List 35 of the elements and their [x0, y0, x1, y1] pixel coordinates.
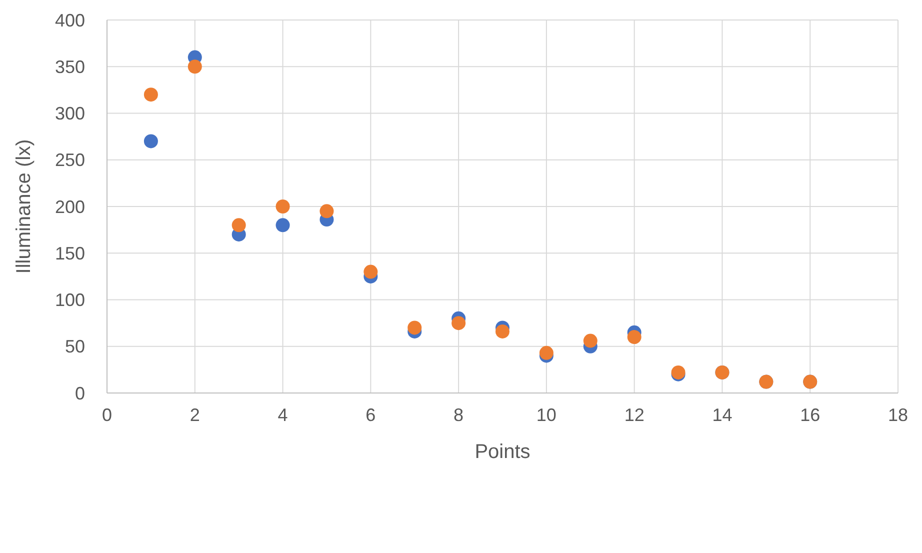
y-axis-title: Illuminance (lx)	[13, 139, 35, 274]
x-tick-label: 8	[454, 405, 464, 425]
y-tick-label: 250	[54, 150, 85, 170]
y-tick-label: 300	[54, 104, 85, 124]
x-tick-label: 6	[366, 405, 376, 425]
y-tick-label: 50	[64, 336, 85, 357]
point	[496, 324, 510, 338]
y-tick-label: 400	[54, 10, 85, 30]
point	[144, 88, 158, 102]
point	[320, 204, 334, 218]
point	[539, 346, 554, 360]
x-tick-label: 10	[536, 405, 556, 425]
point	[583, 334, 598, 348]
point	[276, 218, 290, 232]
point	[144, 134, 158, 148]
x-tick-label: 14	[712, 405, 732, 425]
x-tick-label: 12	[624, 405, 644, 425]
x-tick-label: 18	[888, 405, 908, 425]
y-tick-label: 0	[74, 383, 85, 404]
point	[188, 60, 202, 74]
point	[232, 218, 246, 232]
x-tick-label: 0	[102, 405, 112, 425]
x-tick-label: 2	[190, 405, 200, 425]
point	[364, 264, 378, 279]
x-tick-label: 4	[278, 405, 288, 425]
point	[276, 200, 290, 214]
point	[452, 316, 466, 330]
point	[408, 320, 422, 335]
x-axis-title: Points	[474, 441, 530, 463]
y-tick-label: 200	[54, 196, 85, 217]
y-tick-label: 100	[54, 290, 85, 310]
x-tick-label: 16	[800, 405, 820, 425]
point	[627, 330, 642, 344]
y-tick-label: 150	[54, 243, 85, 264]
y-tick-label: 350	[54, 56, 85, 77]
